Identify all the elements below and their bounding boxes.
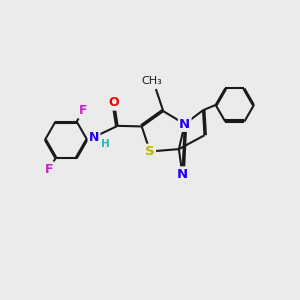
Text: N: N — [177, 168, 188, 181]
Text: F: F — [45, 163, 53, 176]
Text: F: F — [79, 104, 87, 117]
Text: O: O — [109, 96, 119, 110]
Text: CH₃: CH₃ — [141, 76, 162, 85]
Text: N: N — [179, 118, 190, 130]
Text: S: S — [145, 145, 155, 158]
Text: H: H — [101, 139, 110, 148]
Text: N: N — [89, 130, 99, 143]
